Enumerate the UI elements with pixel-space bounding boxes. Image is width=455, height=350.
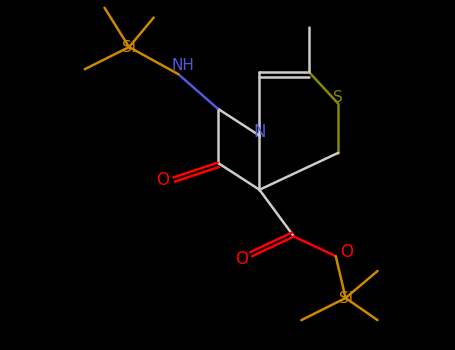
Text: N: N bbox=[253, 123, 266, 141]
Text: O: O bbox=[235, 250, 248, 268]
Text: Si: Si bbox=[339, 290, 353, 306]
Text: O: O bbox=[340, 243, 353, 261]
Text: S: S bbox=[334, 90, 343, 105]
Text: NH: NH bbox=[172, 58, 195, 73]
Text: Si: Si bbox=[122, 40, 136, 55]
Text: O: O bbox=[156, 171, 169, 189]
